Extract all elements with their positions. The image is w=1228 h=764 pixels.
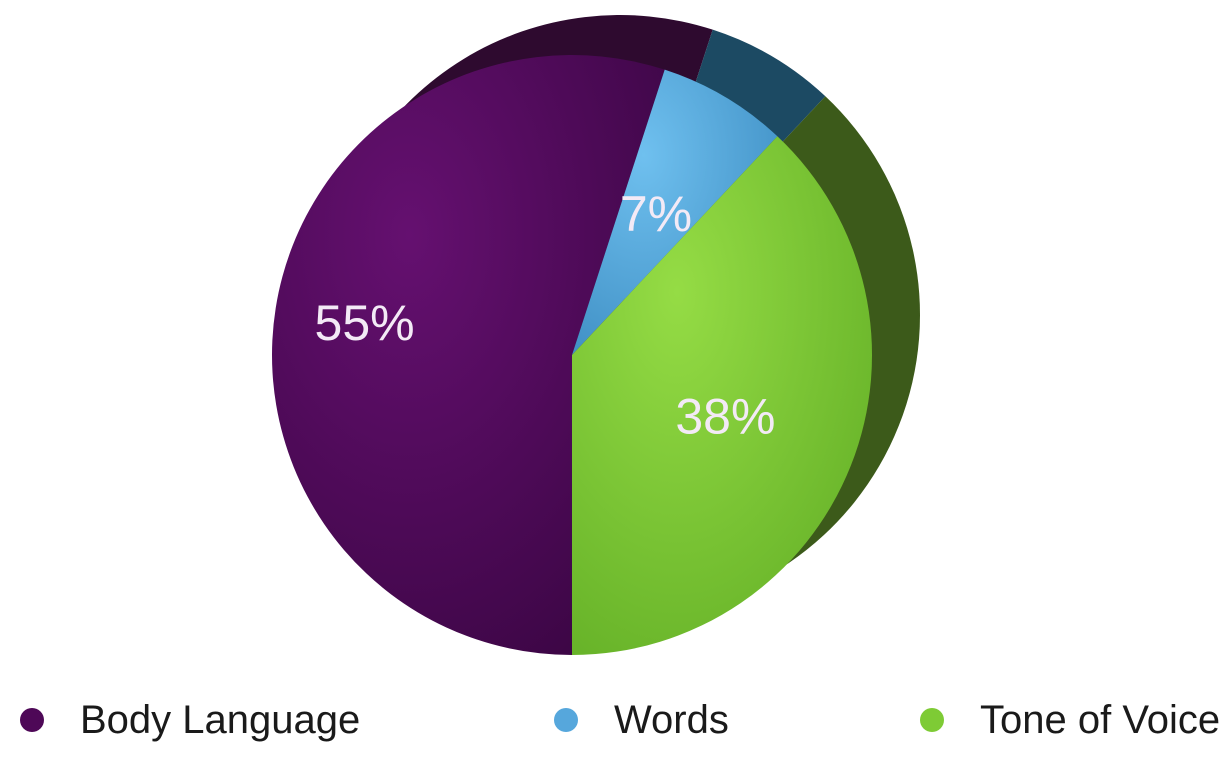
legend-marker-tone-of-voice <box>920 708 944 732</box>
pie-label-layer: 55% 7% 38% <box>315 186 776 445</box>
legend-item-tone-of-voice: Tone of Voice <box>920 690 1220 750</box>
legend-marker-body-language <box>20 708 44 732</box>
slice-label-tone-of-voice: 38% <box>675 389 775 445</box>
pie-slice-words <box>572 69 778 355</box>
legend: Body Language Words Tone of Voice <box>0 690 1228 750</box>
legend-label-words: Words <box>614 697 729 742</box>
slice-label-body-language: 55% <box>315 295 415 351</box>
legend-label-tone-of-voice: Tone of Voice <box>980 697 1221 742</box>
pie-top-layer <box>272 55 873 655</box>
legend-label-body-language: Body Language <box>80 697 361 742</box>
pie-slice-body-language <box>272 55 665 655</box>
pie-slice-tone-of-voice <box>572 136 873 655</box>
legend-item-words: Words <box>554 690 729 750</box>
slice-label-words: 7% <box>620 186 692 242</box>
legend-item-body-language: Body Language <box>20 690 360 750</box>
legend-marker-words <box>554 708 578 732</box>
